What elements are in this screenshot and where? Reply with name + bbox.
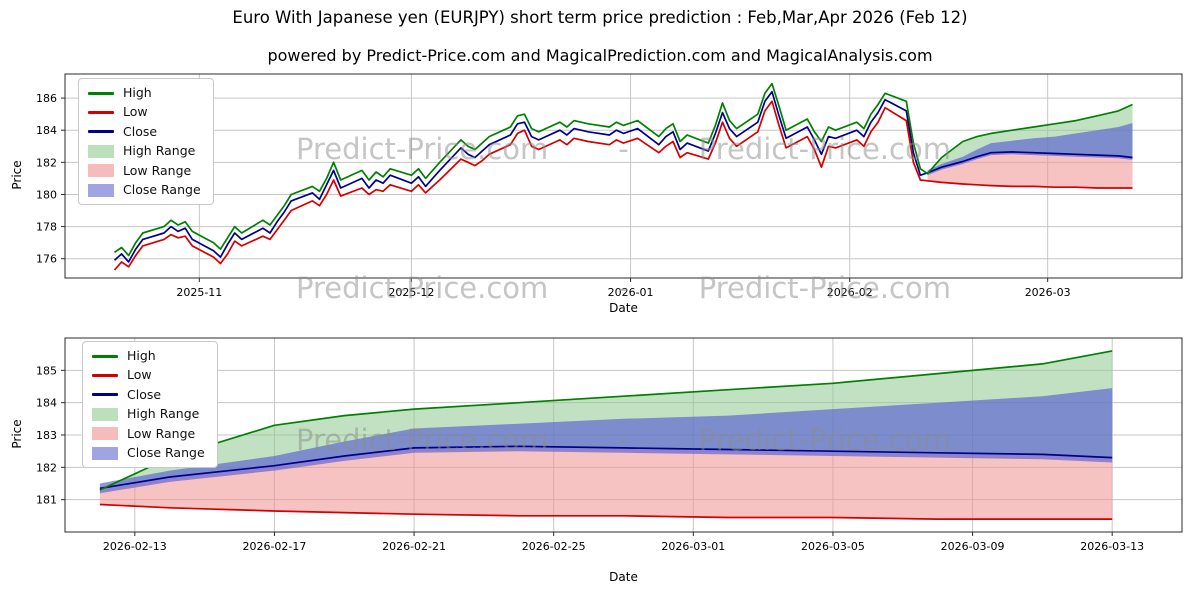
y-tick-label: 182 <box>36 461 57 474</box>
y-tick-label: 186 <box>36 92 57 105</box>
legend-label: High <box>127 348 156 363</box>
x-tick-label: 2026-02-13 <box>103 540 167 553</box>
series-line-close <box>113 90 1133 263</box>
legend-item-close-range: Close Range <box>92 444 205 460</box>
band-close-range <box>99 388 1113 494</box>
series-line-close <box>99 445 1113 490</box>
low-swatch <box>92 374 118 378</box>
x-tick-label: 2026-02-25 <box>522 540 586 553</box>
price-chart-historical-and-forecast: 2025-11 2025-12 2026-01 2026-02 2026-03 176 17… <box>36 73 1183 299</box>
close-swatch <box>92 393 118 397</box>
legend-item-low-range: Low Range <box>88 162 201 178</box>
y-tick-label: 176 <box>36 253 57 266</box>
legend-label: High Range <box>123 143 196 159</box>
legend-label: High Range <box>127 406 200 422</box>
high-swatch <box>92 354 118 358</box>
high-range-swatch <box>92 407 118 421</box>
close-swatch <box>88 130 114 134</box>
low-swatch <box>88 111 114 115</box>
x-axis-label-top: Date <box>609 301 638 315</box>
x-tick-label: 2026-02-21 <box>382 540 446 553</box>
x-tick-label: 2025-11 <box>176 286 222 299</box>
legend-bottom-chart: High Low Close High Range Low Range Close Ran… <box>82 341 218 469</box>
page-title: Euro With Japanese yen (EURJPY) short te… <box>232 8 968 27</box>
legend-item-high: High <box>88 85 201 100</box>
band-close-range <box>927 123 1133 176</box>
y-tick-label: 183 <box>36 429 57 442</box>
band-low-range <box>927 151 1133 188</box>
y-axis-label-top: Price <box>10 160 24 190</box>
y-tick-label: 180 <box>36 188 57 201</box>
legend-item-close: Close <box>88 123 201 139</box>
y-tick-label: 182 <box>36 156 57 169</box>
powered-by-subtitle: powered by Predict-Price.com and Magical… <box>267 46 933 65</box>
legend-item-close: Close <box>92 386 205 402</box>
legend-item-low: Low <box>92 367 205 383</box>
x-tick-label: 2026-02 <box>827 286 873 299</box>
low-range-swatch <box>88 164 114 178</box>
legend-item-high-range: High Range <box>88 143 201 159</box>
legend-item-low-range: Low Range <box>92 425 205 441</box>
close-range-swatch <box>92 446 118 460</box>
x-tick-label: 2026-03 <box>1025 286 1071 299</box>
band-low-range <box>99 446 1113 520</box>
high-range-swatch <box>88 144 114 158</box>
legend-label: Low Range <box>123 162 192 178</box>
legend-label: Close <box>127 386 162 402</box>
y-tick-label: 185 <box>36 364 57 377</box>
x-tick-label: 2026-02-17 <box>242 540 306 553</box>
high-swatch <box>88 91 114 95</box>
legend-label: High <box>123 85 152 100</box>
legend-item-high: High <box>92 348 205 363</box>
plot-border <box>64 73 1183 279</box>
x-tick-label: 2026-01 <box>608 286 654 299</box>
y-axis-label-bottom: Price <box>10 419 24 449</box>
x-axis-label-bottom: Date <box>609 570 638 584</box>
series-line-high <box>114 82 1133 257</box>
y-tick-label: 181 <box>36 494 57 507</box>
series-line-low <box>99 503 1113 520</box>
price-chart-forecast-zoom: 2026-02-13 2026-02-17 2026-02-21 2026-02-25… <box>36 337 1183 553</box>
close-range-swatch <box>88 183 114 197</box>
legend-label: Low Range <box>127 425 196 441</box>
legend-item-high-range: High Range <box>92 406 205 422</box>
x-tick-label: 2026-03-05 <box>801 540 865 553</box>
legend-label: Close Range <box>123 181 201 197</box>
legend-label: Low <box>123 104 148 120</box>
low-range-swatch <box>92 427 118 441</box>
y-tick-label: 178 <box>36 221 57 234</box>
series-line-low <box>113 100 1133 271</box>
x-tick-label: 2026-03-01 <box>661 540 725 553</box>
legend-label: Close <box>123 123 158 139</box>
x-tick-label: 2026-03-13 <box>1080 540 1144 553</box>
series-line-high <box>99 350 1113 491</box>
legend-top-chart: High Low Close High Range Low Range Close Ran… <box>78 78 214 206</box>
x-tick-label: 2025-12 <box>388 286 434 299</box>
legend-label: Close Range <box>127 444 205 460</box>
legend-label: Low <box>127 367 152 383</box>
legend-item-close-range: Close Range <box>88 181 201 197</box>
y-tick-label: 184 <box>36 397 57 410</box>
y-tick-label: 184 <box>36 124 57 137</box>
legend-item-low: Low <box>88 104 201 120</box>
x-tick-label: 2026-03-09 <box>941 540 1005 553</box>
